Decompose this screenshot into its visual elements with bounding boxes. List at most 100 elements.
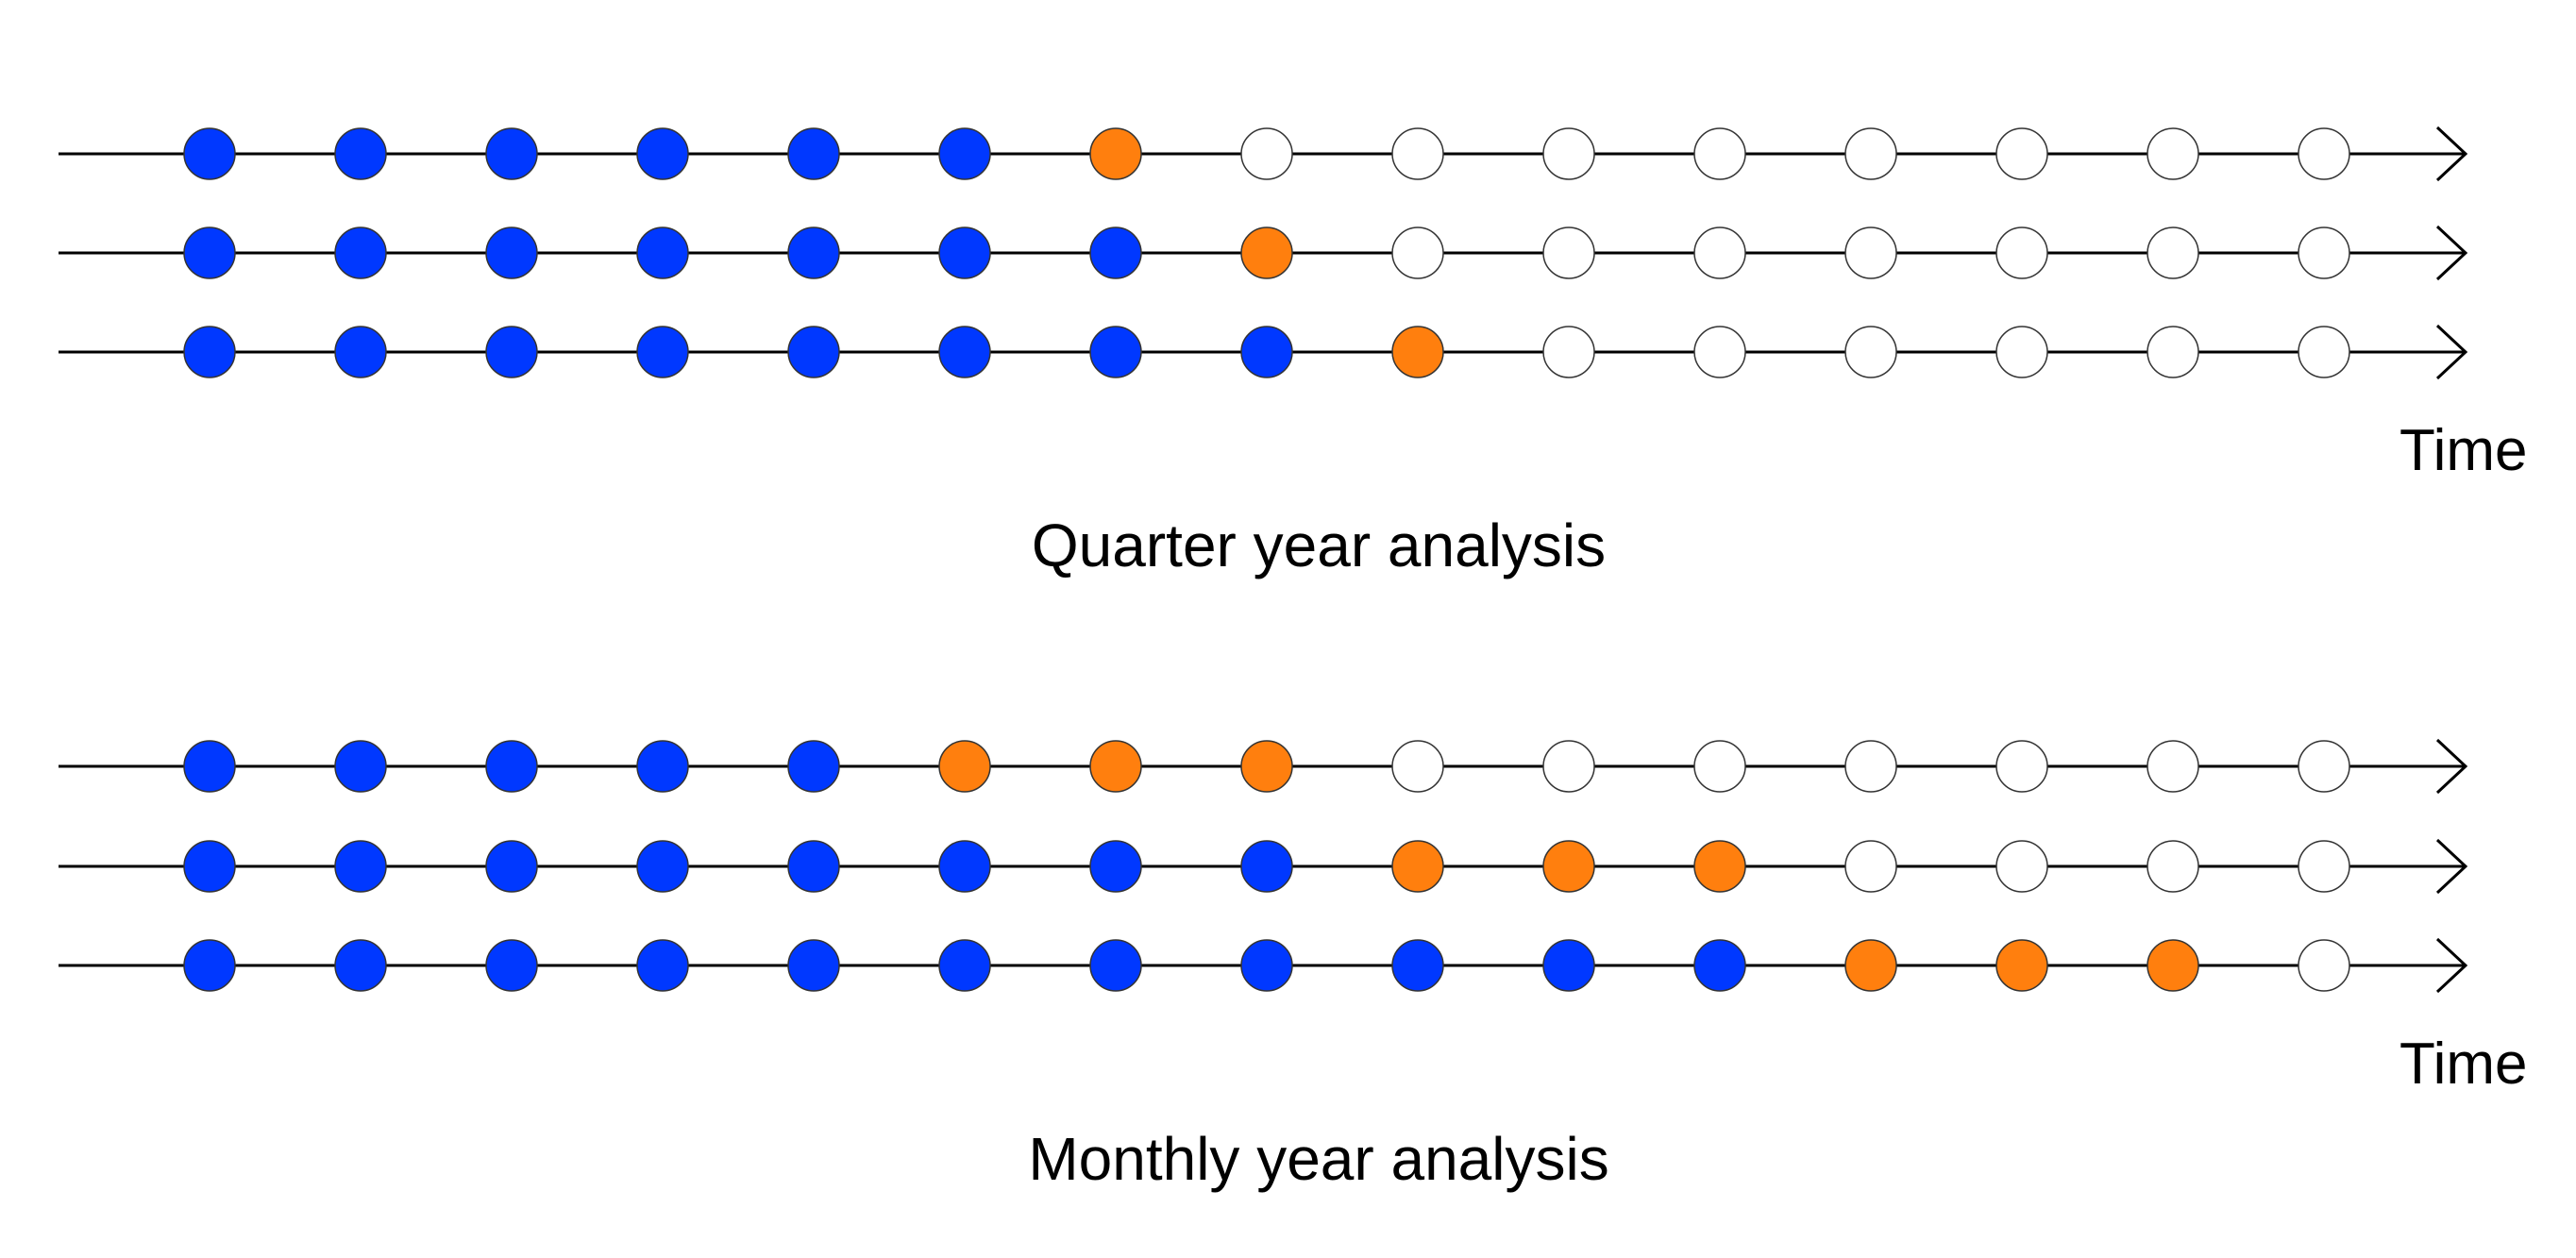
arrow-head-icon — [2435, 738, 2468, 795]
quarter-timeline-2 — [59, 225, 2468, 281]
timeline-node-white — [1542, 740, 1595, 793]
timeline-node-white — [1995, 840, 2048, 893]
timeline-node-blue — [1240, 939, 1293, 992]
timeline-node-white — [1844, 226, 1897, 279]
timeline-node-orange — [1391, 840, 1444, 893]
timeline-node-white — [1391, 127, 1444, 180]
timeline-node-blue — [938, 226, 991, 279]
timeline-node-orange — [1089, 740, 1142, 793]
timeline-node-white — [2147, 840, 2199, 893]
arrow-head-icon — [2435, 225, 2468, 281]
timeline-node-orange — [1391, 326, 1444, 378]
timeline-node-white — [2298, 326, 2350, 378]
timeline-node-blue — [787, 840, 840, 893]
timeline-node-orange — [1240, 740, 1293, 793]
timeline-node-blue — [938, 840, 991, 893]
timeline-node-white — [1693, 127, 1746, 180]
timeline-node-blue — [183, 127, 236, 180]
timeline-node-blue — [485, 326, 538, 378]
timeline-node-blue — [636, 226, 689, 279]
timeline-node-blue — [485, 740, 538, 793]
timeline-node-orange — [1844, 939, 1897, 992]
arrow-head-icon — [2435, 937, 2468, 994]
timeline-node-white — [2298, 740, 2350, 793]
timeline-node-blue — [636, 939, 689, 992]
timeline-node-white — [2147, 740, 2199, 793]
timeline-node-blue — [334, 840, 387, 893]
quarter-timelines — [59, 126, 2468, 380]
timeline-node-blue — [334, 127, 387, 180]
timeline-node-white — [2298, 840, 2350, 893]
quarter-timeline-1 — [59, 126, 2468, 182]
timeline-node-blue — [938, 326, 991, 378]
timeline-node-white — [1391, 740, 1444, 793]
quarter-panel: Time Quarter year analysis — [59, 126, 2527, 579]
quarter-panel-title: Quarter year analysis — [1032, 512, 1606, 579]
timeline-node-white — [1542, 226, 1595, 279]
timeline-node-blue — [183, 939, 236, 992]
timeline-node-blue — [1240, 840, 1293, 893]
monthly-time-label: Time — [2399, 1032, 2527, 1097]
timeline-node-blue — [183, 740, 236, 793]
timeline-node-orange — [1542, 840, 1595, 893]
timeline-node-blue — [183, 840, 236, 893]
timeline-node-blue — [485, 226, 538, 279]
timeline-node-white — [1542, 326, 1595, 378]
timeline-node-blue — [334, 326, 387, 378]
timeline-node-blue — [334, 226, 387, 279]
timeline-node-white — [1693, 326, 1746, 378]
timeline-node-white — [2147, 226, 2199, 279]
timeline-node-orange — [2147, 939, 2199, 992]
timeline-node-blue — [787, 939, 840, 992]
timeline-node-white — [1995, 127, 2048, 180]
timeline-node-white — [2298, 127, 2350, 180]
timeline-node-blue — [787, 127, 840, 180]
timeline-node-blue — [485, 127, 538, 180]
timeline-node-blue — [636, 840, 689, 893]
timeline-node-orange — [1693, 840, 1746, 893]
timeline-node-white — [1844, 326, 1897, 378]
quarter-time-label: Time — [2399, 418, 2527, 483]
timeline-node-blue — [1542, 939, 1595, 992]
timeline-node-blue — [334, 740, 387, 793]
timeline-node-orange — [1995, 939, 2048, 992]
timeline-node-white — [2298, 226, 2350, 279]
timeline-node-orange — [1240, 226, 1293, 279]
timeline-node-blue — [787, 226, 840, 279]
timeline-node-blue — [1089, 840, 1142, 893]
timeline-node-blue — [183, 326, 236, 378]
arrow-head-icon — [2435, 838, 2468, 895]
arrow-head-icon — [2435, 324, 2468, 380]
timeline-node-white — [1693, 740, 1746, 793]
timeline-node-blue — [636, 326, 689, 378]
timeline-node-blue — [787, 326, 840, 378]
monthly-panel: Time Monthly year analysis — [59, 738, 2527, 1193]
timeline-node-white — [1542, 127, 1595, 180]
timeline-node-orange — [1089, 127, 1142, 180]
timeline-node-blue — [485, 939, 538, 992]
timeline-node-white — [1844, 127, 1897, 180]
timeline-node-blue — [636, 127, 689, 180]
timeline-node-white — [1995, 326, 2048, 378]
quarter-timeline-3 — [59, 324, 2468, 380]
timeline-node-blue — [1089, 226, 1142, 279]
timeline-node-white — [1844, 840, 1897, 893]
monthly-timeline-3 — [59, 937, 2468, 994]
timeline-node-white — [2298, 939, 2350, 992]
timeline-node-white — [1995, 226, 2048, 279]
timeline-node-white — [1391, 226, 1444, 279]
monthly-timeline-1 — [59, 738, 2468, 795]
timeline-node-blue — [1240, 326, 1293, 378]
timeline-node-blue — [1089, 939, 1142, 992]
timeline-node-blue — [183, 226, 236, 279]
monthly-timeline-2 — [59, 838, 2468, 895]
monthly-timelines — [59, 738, 2468, 994]
timeline-node-blue — [787, 740, 840, 793]
arrow-head-icon — [2435, 126, 2468, 182]
timeline-node-blue — [334, 939, 387, 992]
monthly-panel-title: Monthly year analysis — [1028, 1125, 1608, 1193]
timeline-node-blue — [636, 740, 689, 793]
timeline-node-blue — [1391, 939, 1444, 992]
timeline-node-white — [1240, 127, 1293, 180]
